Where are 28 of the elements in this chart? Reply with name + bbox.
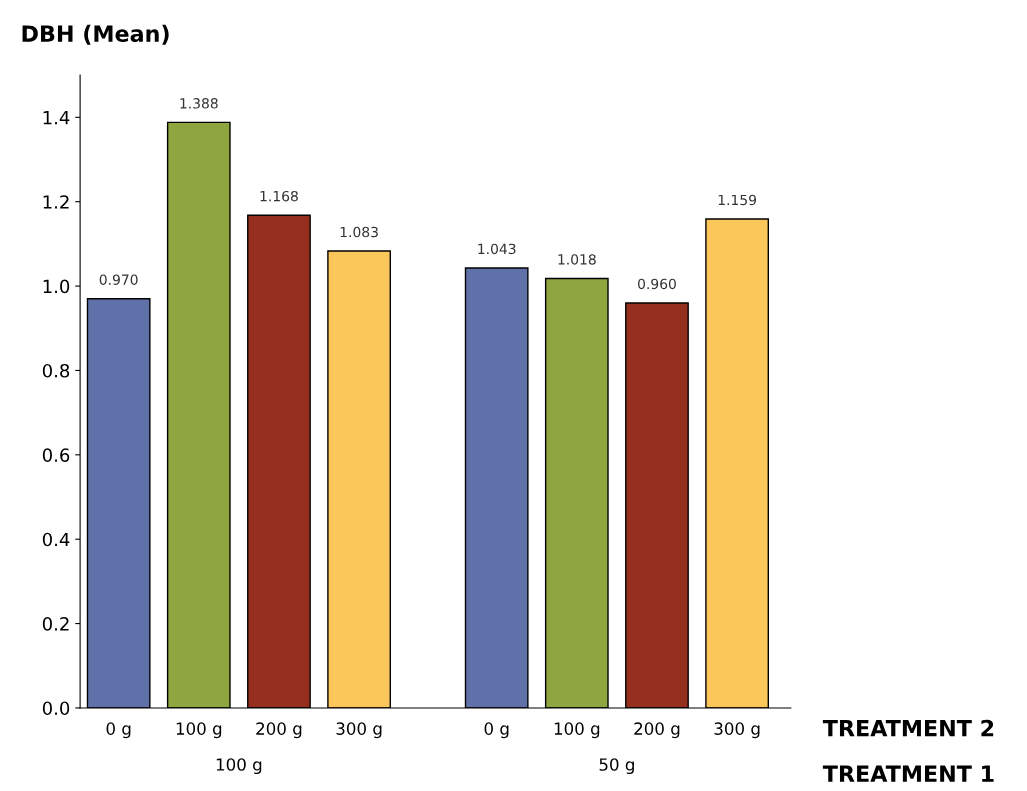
y-tick-label: 0.4 [42, 532, 70, 547]
y-tick-label: 0.2 [42, 617, 69, 631]
data-label: 1.388 [180, 98, 218, 109]
text: 300 g [714, 722, 760, 739]
y-tick-label: 0.0 [42, 701, 70, 716]
x-tick-label: 50 g [599, 758, 634, 775]
text: 200 g [634, 722, 680, 739]
y-tick-label: 1.2 [43, 195, 69, 209]
y-axis-title: DBH (Mean) [22, 24, 169, 45]
text: 0 g [484, 722, 509, 739]
data-label: 1.168 [260, 190, 298, 202]
series-label: 300 g [336, 722, 382, 739]
y-tick-label: 1.0 [43, 279, 70, 294]
data-label: 1.018 [558, 254, 596, 265]
y-tick-label: 1.4 [43, 111, 70, 125]
text: TREATMENT 2 [822, 719, 994, 737]
y-tick-label: 0.8 [42, 363, 70, 378]
data-label: 1.043 [478, 243, 516, 255]
data-label: 1.083 [340, 226, 378, 238]
data-label: 0.970 [99, 274, 138, 285]
y-tick-label: 0.6 [42, 448, 70, 462]
series-label: 0 g [106, 722, 131, 739]
data-label: 1.159 [718, 194, 757, 206]
x-axis-title: TREATMENT 1 [822, 765, 994, 782]
series-label: 100 g [176, 722, 222, 739]
series-label: 200 g [256, 722, 302, 739]
text: 100 g [554, 722, 600, 739]
data-label: 0.960 [638, 278, 676, 290]
